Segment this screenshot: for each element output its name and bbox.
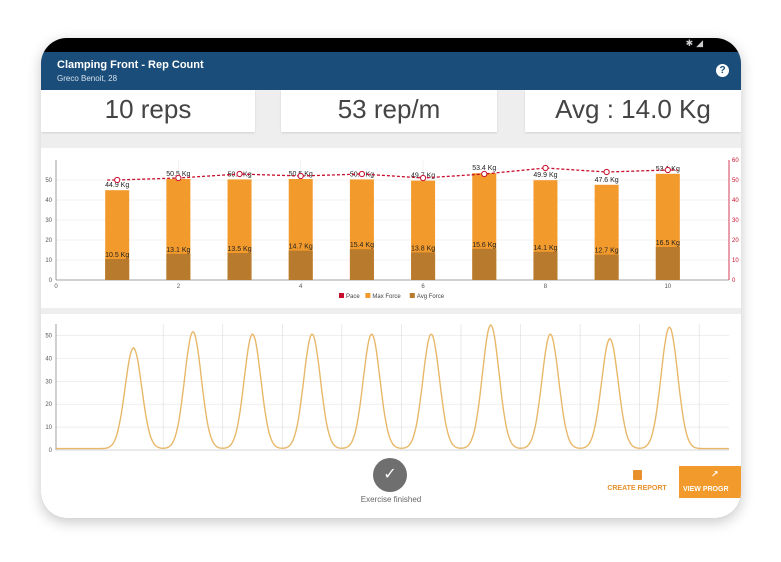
- legend-swatch: [409, 293, 415, 298]
- avg-force-data-label: 14.1 Kg: [533, 245, 557, 252]
- avg-force-data-label: 13.1 Kg: [166, 247, 190, 254]
- y-right-tick-label: 60: [732, 158, 739, 164]
- bottom-action-bar: ✓ Exercise finished CREATE REPORT ↗ VIEW…: [41, 458, 741, 518]
- legend-swatch: [365, 293, 371, 298]
- legend-label: Avg Force: [417, 294, 445, 300]
- x-tick-label: 6: [421, 284, 425, 290]
- create-report-label: CREATE REPORT: [607, 485, 667, 492]
- avg-force-data-label: 16.5 Kg: [656, 240, 680, 247]
- avg-force-data-label: 10.5 Kg: [105, 252, 129, 259]
- max-force-data-label: 53.4 Kg: [472, 165, 496, 172]
- rep-bar-chart-panel: 0 10 20 30 40 50 0 10 20 30 40 50 60 0 2 4 6 8 10 44.9 Kg 10…: [41, 148, 741, 308]
- avg-force-bar: [655, 247, 680, 280]
- avg-force-data-label: 12.7 Kg: [595, 248, 619, 255]
- max-force-data-label: 50.5 Kg: [166, 171, 190, 178]
- avg-force-bar: [166, 253, 191, 280]
- force-curve-line: [56, 324, 729, 450]
- avg-force-bar: [105, 259, 130, 280]
- x-tick-label: 0: [54, 284, 58, 290]
- app-screen: ✱ ◢ Clamping Front - Rep Count Greco Ben…: [41, 38, 741, 518]
- avg-force-data-label: 15.6 Kg: [472, 242, 496, 249]
- avg-force-bar: [472, 248, 497, 280]
- page-title: Clamping Front - Rep Count: [57, 59, 204, 71]
- avg-force-bar: [533, 251, 558, 280]
- pace-point: [236, 170, 243, 178]
- avg-force-bar: [288, 250, 313, 280]
- pace-point: [175, 174, 182, 182]
- x-tick-label: 4: [299, 284, 303, 290]
- pace-line: [107, 167, 678, 181]
- device-frame: ✱ ◢ Clamping Front - Rep Count Greco Ben…: [41, 38, 741, 518]
- view-progress-button[interactable]: ↗ VIEW PROGR: [679, 466, 741, 498]
- y-tick-label: 50: [45, 178, 52, 184]
- y-right-tick-label: 10: [732, 258, 739, 264]
- pace-point: [297, 172, 304, 180]
- y-tick-label: 10: [45, 425, 52, 431]
- exercise-finished-button[interactable]: ✓: [373, 458, 407, 492]
- reps-card: 10 reps: [41, 90, 255, 132]
- avg-card: Avg : 14.0 Kg: [525, 90, 741, 132]
- force-curve-chart: 0 10 20 30 40 50: [45, 324, 729, 454]
- help-icon[interactable]: ?: [716, 64, 729, 77]
- rate-card: 53 rep/m: [281, 90, 497, 132]
- y-tick-label: 20: [45, 238, 52, 244]
- avg-force-bar: [594, 254, 619, 280]
- y-tick-label: 40: [45, 198, 52, 204]
- max-force-data-label: 44.9 Kg: [105, 182, 129, 189]
- avg-force-data-label: 13.8 Kg: [411, 245, 435, 252]
- pace-point: [542, 164, 549, 172]
- y-right-tick-label: 50: [732, 178, 739, 184]
- pace-point: [664, 166, 671, 174]
- avg-force-data-label: 15.4 Kg: [350, 242, 374, 249]
- pace-point: [603, 168, 610, 176]
- x-tick-label: 2: [177, 284, 181, 290]
- y-tick-label: 40: [45, 356, 52, 362]
- y-tick-label: 10: [45, 258, 52, 264]
- y-tick-label: 0: [49, 278, 53, 284]
- report-icon: [632, 470, 642, 480]
- y-right-tick-label: 0: [732, 278, 736, 284]
- legend-label: Pace: [346, 294, 360, 300]
- y-tick-label: 20: [45, 402, 52, 408]
- rep-bar-chart: 0 10 20 30 40 50 0 10 20 30 40 50 60 0 2 4 6 8 10 44.9 Kg 10…: [45, 158, 739, 300]
- legend-label: Max Force: [372, 294, 401, 300]
- trend-icon: ↗: [711, 470, 719, 480]
- pace-point: [358, 170, 366, 178]
- avg-force-data-label: 14.7 Kg: [289, 244, 313, 251]
- y-tick-label: 0: [49, 448, 53, 454]
- status-bar: ✱ ◢: [41, 38, 741, 52]
- page-subtitle: Greco Benoit, 28: [57, 74, 118, 83]
- check-icon: ✓: [383, 466, 397, 483]
- y-right-tick-label: 40: [732, 198, 739, 204]
- avg-force-data-label: 13.5 Kg: [227, 246, 251, 253]
- y-right-tick-label: 30: [732, 218, 739, 224]
- avg-force-bar: [411, 252, 436, 280]
- view-progress-label: VIEW PROGR: [683, 486, 729, 493]
- avg-force-bar: [227, 253, 252, 280]
- y-tick-label: 30: [45, 379, 52, 385]
- max-force-data-label: 49.9 Kg: [533, 172, 557, 179]
- max-force-data-label: 47.6 Kg: [595, 177, 619, 184]
- create-report-button[interactable]: CREATE REPORT: [603, 470, 671, 500]
- pace-point: [481, 170, 488, 178]
- y-tick-label: 30: [45, 218, 52, 224]
- avg-force-bar: [349, 249, 374, 280]
- legend-swatch: [339, 293, 344, 298]
- pace-point: [419, 174, 427, 182]
- status-icons: ✱ ◢: [685, 39, 703, 49]
- x-tick-label: 10: [664, 284, 671, 290]
- exercise-finished-label: Exercise finished: [360, 495, 422, 504]
- x-tick-label: 8: [544, 284, 548, 290]
- pace-point: [114, 176, 121, 184]
- y-right-tick-label: 20: [732, 238, 739, 244]
- force-curve-panel: 0 10 20 30 40 50: [41, 314, 741, 462]
- app-bar: Clamping Front - Rep Count Greco Benoit,…: [41, 52, 741, 90]
- y-tick-label: 50: [45, 333, 52, 339]
